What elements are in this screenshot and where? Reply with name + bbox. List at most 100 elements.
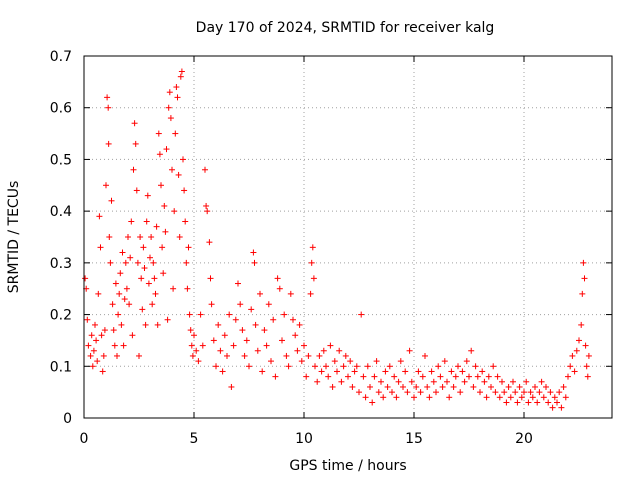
data-point [199,342,206,349]
data-point [470,383,477,390]
axis-ticks: 0 5 10 15 20 0 0.1 0.2 0.3 0.4 0.5 0.6 0.7 [50,49,612,447]
data-point [408,378,415,385]
data-point [107,259,114,266]
data-point [89,363,96,370]
data-point [422,352,428,359]
data-point [129,332,136,339]
data-point [96,213,103,220]
data-point [145,280,152,287]
data-point [210,337,217,344]
data-point [119,249,126,256]
data-point [303,373,310,380]
y-tick-label: 0.3 [50,256,72,272]
data-point [104,94,111,101]
data-point [133,187,140,194]
data-point [521,389,527,396]
data-point [276,285,283,292]
data-point [161,202,168,209]
data-point [391,373,398,380]
data-point [193,347,200,354]
data-point [428,368,435,375]
data-point [95,290,102,297]
data-point [514,399,521,406]
data-point [316,352,323,359]
data-point [191,332,197,339]
data-point [356,389,362,396]
data-point [252,321,259,328]
data-point [571,368,578,375]
data-point [345,373,351,380]
data-point [94,358,101,365]
data-point [178,68,185,75]
data-point [152,290,159,297]
data-point [318,368,325,375]
data-point [364,363,371,370]
data-point [450,383,457,390]
data-point [536,389,543,396]
data-point [384,383,391,390]
data-point [114,352,120,359]
data-point [208,301,215,308]
data-point [251,259,258,266]
data-points [82,68,592,411]
data-point [556,389,563,396]
data-point [406,347,413,354]
data-point [128,218,135,225]
data-point [338,378,345,385]
data-point [103,182,109,189]
data-point [149,301,156,308]
data-point [108,197,115,204]
data-point [125,234,131,240]
data-point [417,389,424,396]
data-point [172,130,179,137]
data-point [148,234,155,240]
data-point [373,358,380,365]
data-point [224,352,230,359]
data-point [488,383,494,390]
data-point [239,327,246,334]
data-point [226,311,233,318]
data-point [265,301,272,308]
data-point [479,368,486,375]
data-point [120,342,127,349]
data-point [351,368,358,375]
data-point [389,389,395,396]
data-point [437,373,444,380]
grid [84,56,612,418]
data-point [147,254,153,261]
data-point [435,363,442,370]
data-point [165,104,172,111]
data-point [380,394,387,401]
data-point [235,280,241,287]
data-point [182,218,189,225]
data-point [347,358,354,365]
data-point [105,140,112,147]
data-point [395,378,402,385]
data-point [483,394,490,401]
data-point [308,259,315,266]
data-point [189,352,196,359]
data-point [167,115,174,122]
data-point [309,244,316,251]
data-point [334,368,340,375]
data-point [499,378,505,385]
data-point [404,389,411,396]
data-point [171,208,178,215]
data-point [540,394,547,401]
data-point [134,259,141,266]
data-point [259,368,266,375]
data-point [426,394,433,401]
data-point [459,368,466,375]
data-point [142,321,149,328]
data-point [503,399,510,406]
data-point [581,275,588,282]
data-point [174,94,181,101]
data-point [305,352,312,359]
data-point [323,363,329,370]
data-point [162,228,169,235]
data-point [207,275,214,282]
data-point [82,275,89,282]
x-tick-label: 15 [405,431,423,447]
chart-title: Day 170 of 2024, SRMTID for receiver kal… [196,20,495,36]
data-point [312,363,318,370]
